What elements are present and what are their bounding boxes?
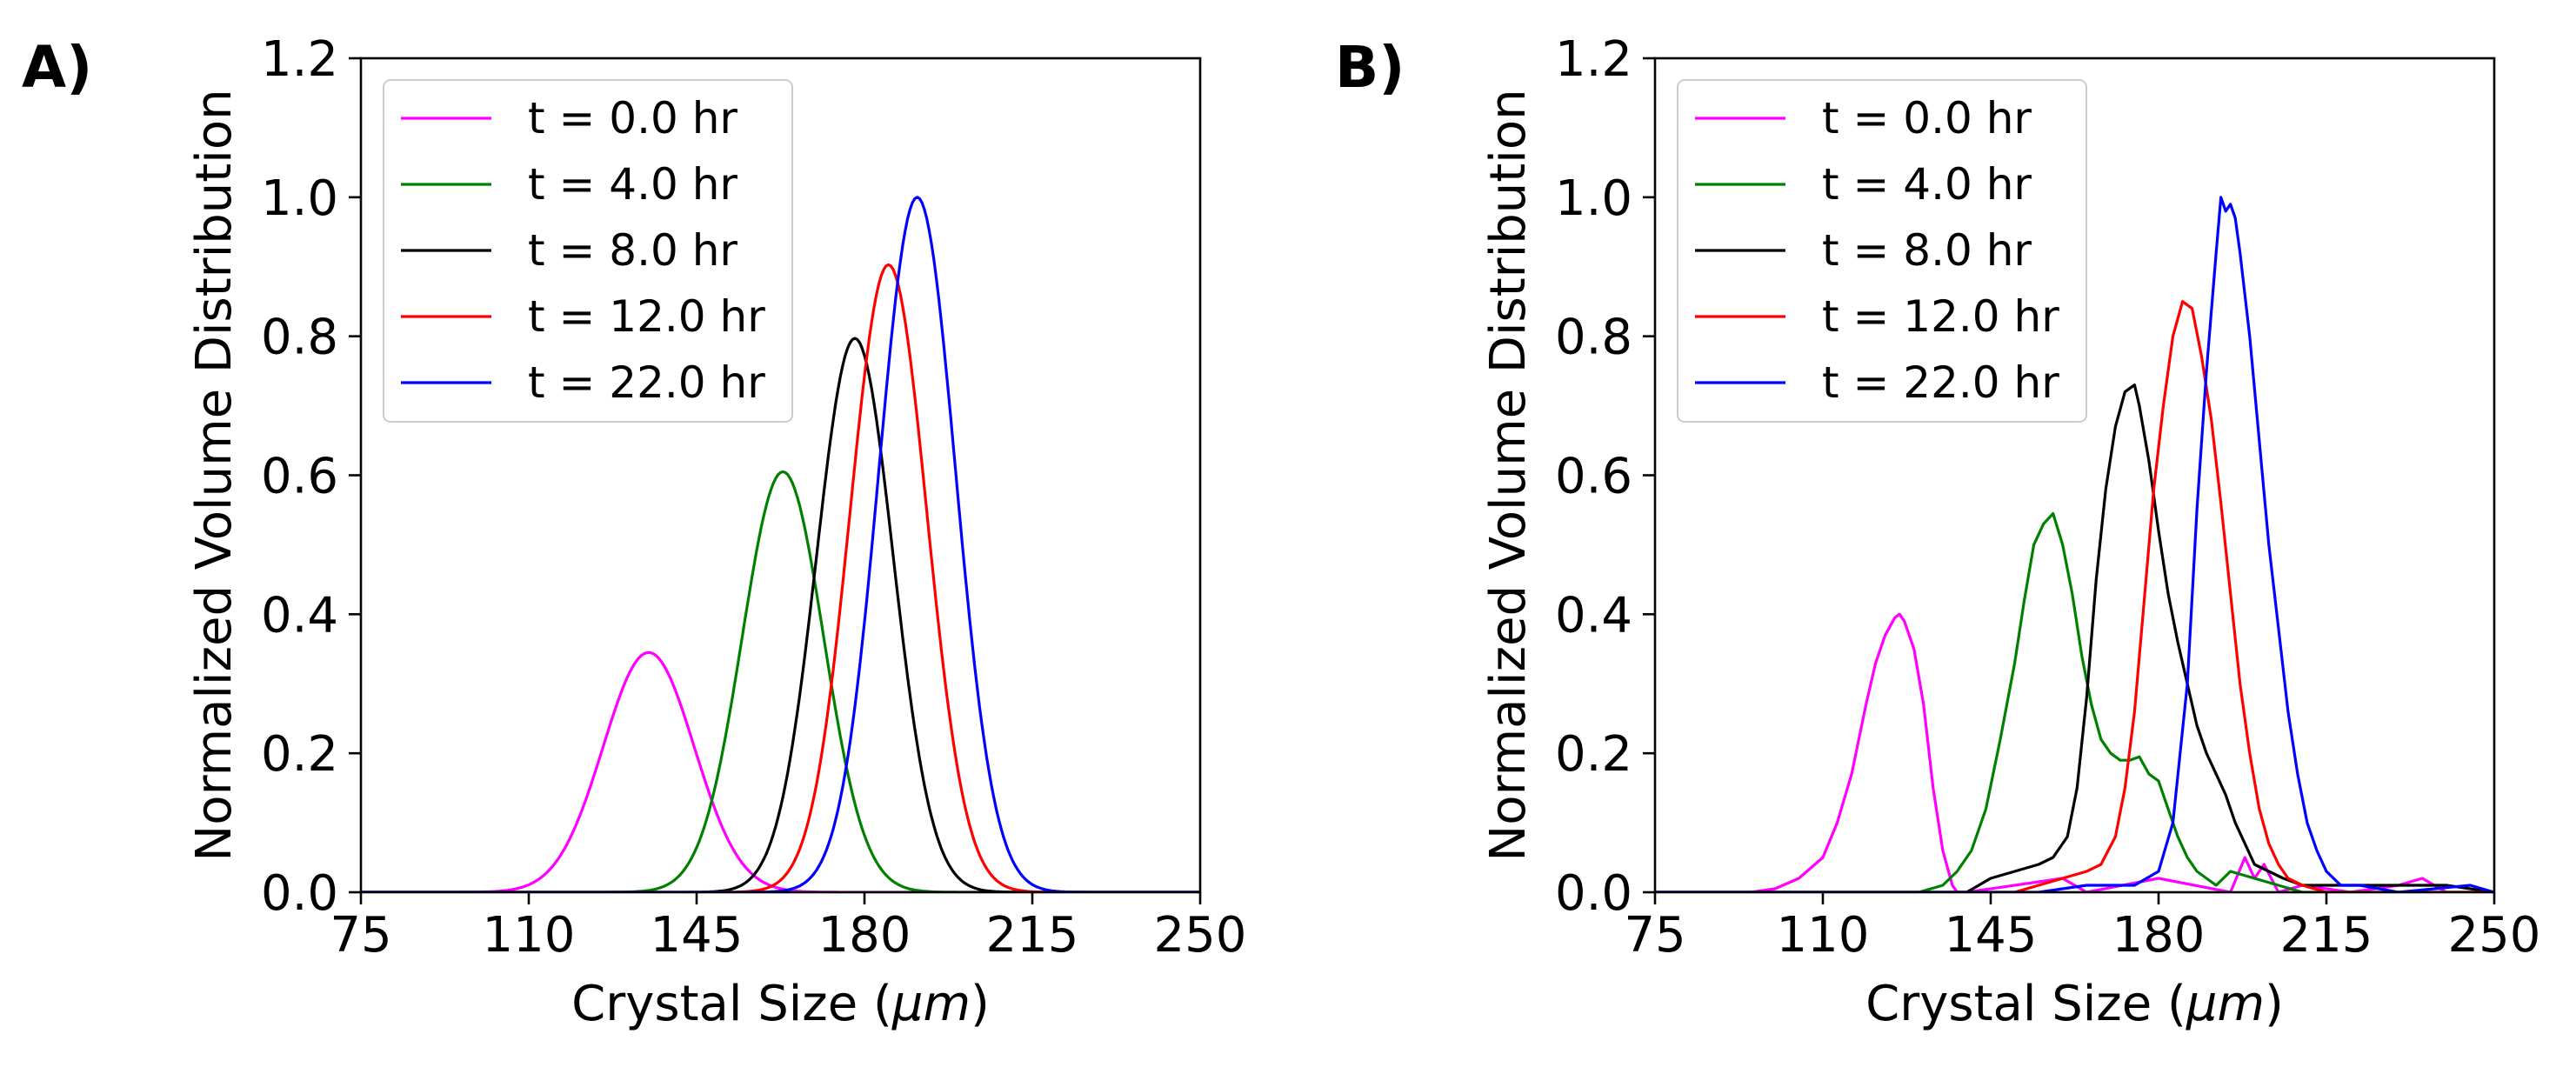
x-tick-label: 180 [2112,907,2206,964]
series-line-2 [361,337,1200,892]
series-line-3 [361,263,1200,892]
series-line-0 [361,650,1200,892]
x-tick-label: 75 [1624,907,1685,964]
y-tick-label: 0.4 [261,587,338,644]
y-tick-label: 0.8 [1555,310,1632,366]
x-axis-label: Crystal Size (μm) [571,976,990,1032]
y-tick-label: 1.2 [261,31,338,88]
legend-label-3: t = 12.0 hr [1822,291,2059,342]
panel-b: B) 75 110 145 180 215 250 0.0 0.2 0.4 0.6 0.8 1.0 1.2… [1335,31,2540,1032]
y-axis-label: Normalized Volume Distribution [186,89,243,861]
legend-label-0: t = 0.0 hr [1822,93,2032,143]
legend-frame [1677,79,2087,423]
series-line-1 [1655,511,2494,892]
series-line-3 [1655,300,2494,892]
legend-label-0: t = 0.0 hr [528,93,737,143]
y-tick-label: 0.6 [1555,449,1632,505]
legend-frame [383,79,793,423]
panel-label: B) [1335,34,1405,101]
y-tick-label: 0.0 [261,865,338,922]
series-line-2 [1655,384,2494,892]
x-tick-label: 215 [2280,907,2373,964]
panel-label: A) [22,34,92,101]
y-tick-label: 0.0 [1555,865,1632,922]
y-tick-label: 0.6 [261,449,338,505]
y-axis-label: Normalized Volume Distribution [1480,89,1537,861]
series-line-4 [1655,196,2494,892]
y-tick-label: 0.2 [1555,726,1632,783]
legend: t = 0.0 hr t = 4.0 hr t = 8.0 hr t = 12.0 h… [1677,79,2087,423]
x-axis-label-unit: μm [2186,976,2265,1032]
series-line-1 [361,470,1200,892]
legend-label-2: t = 8.0 hr [528,225,737,276]
x-tick-label: 145 [1945,907,2038,964]
legend-label-3: t = 12.0 hr [528,291,765,342]
legend-label-2: t = 8.0 hr [1822,225,2032,276]
x-tick-label: 250 [2448,907,2541,964]
legend-label-1: t = 4.0 hr [1822,159,2032,210]
panel-a: A) 75 110 145 180 215 250 0.0 0.2 0.4 0.6 0.8 1.0 1.2… [22,31,1246,1032]
x-tick-label: 180 [818,907,911,964]
series-lines [1655,196,2494,892]
legend-label-4: t = 22.0 hr [1822,357,2059,408]
x-tick-label: 145 [651,907,744,964]
x-tick-label: 75 [330,907,391,964]
y-tick-label: 0.2 [261,726,338,783]
y-tick-label: 0.4 [1555,587,1632,644]
x-tick-label: 110 [1777,907,1870,964]
y-tick-label: 1.0 [261,170,338,227]
x-axis-label-prefix: Crystal Size ( [1865,976,2186,1032]
x-axis-label-unit: μm [891,976,971,1032]
x-axis-label-suffix: ) [2265,976,2284,1032]
legend: t = 0.0 hr t = 4.0 hr t = 8.0 hr t = 12.0 h… [383,79,793,423]
x-tick-label: 215 [986,907,1079,964]
x-tick-label: 110 [483,907,576,964]
legend-label-1: t = 4.0 hr [528,159,737,210]
x-axis-label-suffix: ) [971,976,990,1032]
y-tick-label: 1.0 [1555,170,1632,227]
x-axis-label: Crystal Size (μm) [1865,976,2284,1032]
y-tick-label: 0.8 [261,310,338,366]
x-axis-label-prefix: Crystal Size ( [571,976,892,1032]
x-tick-label: 250 [1154,907,1247,964]
legend-label-4: t = 22.0 hr [528,357,765,408]
series-line-0 [1655,612,2494,892]
y-tick-label: 1.2 [1555,31,1632,88]
